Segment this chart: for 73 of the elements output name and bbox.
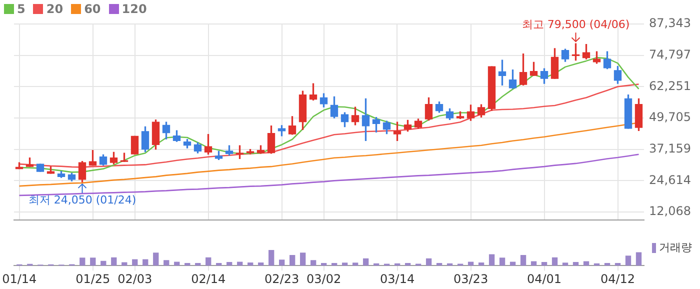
- legend-label: 120: [122, 2, 147, 16]
- bar: [80, 258, 86, 266]
- x-tick-label: 04/12: [600, 272, 636, 286]
- candlestick: [46, 166, 55, 174]
- y-tick-label: 87,343: [649, 16, 691, 30]
- legend-label: 60: [84, 2, 101, 16]
- x-tick-label: 03/23: [453, 272, 488, 286]
- bar: [594, 263, 600, 266]
- bar: [153, 252, 159, 266]
- bar: [279, 260, 285, 266]
- bar: [488, 254, 495, 266]
- bar: [426, 258, 432, 266]
- bar: [604, 262, 610, 266]
- bar: [394, 263, 400, 266]
- bar: [362, 258, 369, 266]
- y-tick-label: 74,797: [649, 47, 691, 62]
- bar: [572, 262, 579, 266]
- bar: [404, 262, 411, 266]
- bar: [562, 262, 568, 266]
- bar: [111, 257, 117, 266]
- x-tick-label: 03/02: [306, 272, 342, 286]
- annotation: 최저 24,050 (01/24): [28, 193, 136, 206]
- y-tick-label: 12,068: [649, 204, 691, 218]
- bar: [625, 256, 632, 266]
- bar: [321, 262, 327, 266]
- bar: [552, 257, 558, 266]
- bar: [373, 263, 380, 266]
- bar: [100, 260, 106, 266]
- bar: [268, 250, 274, 266]
- bar: [164, 260, 170, 266]
- legend-label: 20: [46, 2, 64, 16]
- bar: [310, 260, 316, 266]
- bar: [352, 262, 358, 266]
- bar: [520, 255, 526, 266]
- x-tick-label: 04/01: [526, 272, 562, 286]
- bar: [342, 262, 348, 266]
- y-tick-label: 37,159: [649, 141, 691, 156]
- bar: [90, 258, 96, 266]
- x-tick-label: 02/23: [264, 272, 300, 286]
- annotation: 최고 79,500 (04/06): [522, 18, 630, 31]
- bar: [206, 257, 212, 266]
- bar: [290, 255, 296, 266]
- bar: [122, 262, 128, 266]
- y-tick-label: 62,251: [649, 78, 691, 93]
- x-tick-label: 02/14: [191, 272, 226, 286]
- legend-label: 거래량: [659, 240, 692, 255]
- bar: [332, 262, 338, 266]
- bar: [636, 252, 642, 266]
- x-tick-label: 01/14: [2, 272, 37, 286]
- bar: [614, 262, 621, 266]
- candlestick: [456, 111, 464, 119]
- bar: [499, 258, 506, 266]
- bar: [478, 262, 484, 266]
- bar: [530, 261, 537, 266]
- legend-label: 5: [17, 2, 26, 16]
- bar: [541, 262, 548, 266]
- bar: [583, 261, 590, 266]
- bar: [436, 262, 442, 266]
- bar: [216, 262, 222, 266]
- bar: [248, 262, 254, 266]
- x-tick-label: 03/14: [380, 272, 415, 286]
- x-tick-label: 02/03: [118, 272, 152, 286]
- y-tick-label: 24,614: [649, 172, 691, 187]
- bar: [226, 262, 232, 266]
- bar: [195, 262, 201, 266]
- bar: [446, 263, 453, 266]
- bar: [184, 262, 190, 266]
- bar: [142, 259, 148, 266]
- y-tick-label: 49,705: [649, 110, 691, 124]
- bar: [132, 259, 138, 266]
- bar: [300, 252, 306, 266]
- bar: [258, 262, 264, 266]
- x-tick-label: 01/25: [76, 272, 110, 286]
